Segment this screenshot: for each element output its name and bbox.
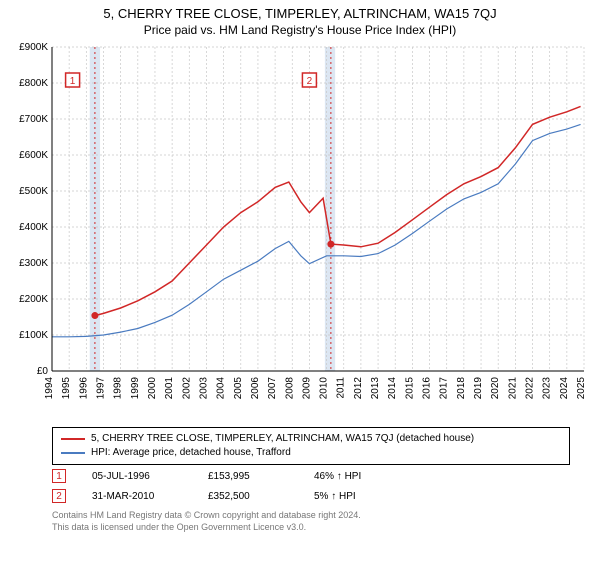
- chart-svg: £0 £100K £200K £300K £400K £500K £600K £700K £80…: [0, 41, 600, 421]
- marker-label: 1: [70, 76, 76, 87]
- legend: 5, CHERRY TREE CLOSE, TIMPERLEY, ALTRINC…: [52, 427, 570, 465]
- series-price_paid: [95, 106, 581, 315]
- sale-date: 31-MAR-2010: [92, 491, 182, 502]
- footer-line1: Contains HM Land Registry data © Crown c…: [52, 509, 570, 521]
- x-tick-label: 2016: [422, 377, 433, 400]
- x-tick-label: 2010: [319, 377, 330, 400]
- chart-subtitle: Price paid vs. HM Land Registry's House …: [0, 23, 600, 37]
- x-tick-label: 2000: [147, 377, 158, 400]
- x-tick-label: 2004: [216, 377, 227, 400]
- x-tick-label: 2022: [525, 377, 536, 400]
- x-tick-label: 2002: [181, 377, 192, 400]
- x-tick-label: 2009: [301, 377, 312, 400]
- x-tick-label: 2008: [284, 377, 295, 400]
- legend-row: 5, CHERRY TREE CLOSE, TIMPERLEY, ALTRINC…: [61, 432, 561, 446]
- sale-price: £153,995: [208, 471, 288, 482]
- sale-hpi: 46% ↑ HPI: [314, 471, 394, 482]
- x-tick-label: 1994: [44, 377, 55, 400]
- x-tick-label: 2019: [473, 377, 484, 400]
- series-hpi: [52, 124, 581, 336]
- y-tick-label: £600K: [19, 150, 48, 161]
- legend-swatch: [61, 438, 85, 440]
- sale-row: 2 31-MAR-2010 £352,500 5% ↑ HPI: [52, 489, 570, 503]
- x-tick-label: 2001: [164, 377, 175, 400]
- x-tick-label: 2021: [507, 377, 518, 400]
- x-tick-label: 2024: [559, 377, 570, 400]
- x-tick-label: 2025: [576, 377, 587, 400]
- legend-label: 5, CHERRY TREE CLOSE, TIMPERLEY, ALTRINC…: [91, 432, 474, 446]
- x-tick-label: 2005: [233, 377, 244, 400]
- y-tick-label: £300K: [19, 258, 48, 269]
- sale-point: [91, 312, 98, 319]
- y-tick-label: £700K: [19, 114, 48, 125]
- x-tick-label: 2006: [250, 377, 261, 400]
- x-tick-label: 1999: [130, 377, 141, 400]
- chart-container: 5, CHERRY TREE CLOSE, TIMPERLEY, ALTRINC…: [0, 6, 600, 566]
- x-tick-label: 2012: [353, 377, 364, 400]
- footer-line2: This data is licensed under the Open Gov…: [52, 521, 570, 533]
- marker-label: 2: [307, 76, 313, 87]
- y-tick-label: £200K: [19, 294, 48, 305]
- y-tick-label: £500K: [19, 186, 48, 197]
- x-tick-label: 2007: [267, 377, 278, 400]
- x-tick-label: 2020: [490, 377, 501, 400]
- y-tick-label: £900K: [19, 42, 48, 53]
- x-tick-label: 2013: [370, 377, 381, 400]
- sale-point: [327, 241, 334, 248]
- x-tick-label: 2018: [456, 377, 467, 400]
- x-tick-label: 1996: [78, 377, 89, 400]
- sale-hpi: 5% ↑ HPI: [314, 491, 394, 502]
- y-tick-label: £400K: [19, 222, 48, 233]
- legend-row: HPI: Average price, detached house, Traf…: [61, 446, 561, 460]
- y-tick-label: £800K: [19, 78, 48, 89]
- chart-area: £0 £100K £200K £300K £400K £500K £600K £700K £80…: [0, 41, 600, 421]
- sale-marker: 1: [52, 469, 66, 483]
- legend-swatch: [61, 452, 85, 454]
- sale-price: £352,500: [208, 491, 288, 502]
- x-tick-label: 1995: [61, 377, 72, 400]
- x-tick-label: 2015: [404, 377, 415, 400]
- chart-title: 5, CHERRY TREE CLOSE, TIMPERLEY, ALTRINC…: [0, 6, 600, 21]
- x-tick-label: 2014: [387, 377, 398, 400]
- x-tick-label: 1997: [95, 377, 106, 400]
- y-tick-label: £0: [37, 366, 49, 377]
- sale-row: 1 05-JUL-1996 £153,995 46% ↑ HPI: [52, 469, 570, 483]
- x-tick-label: 2011: [336, 377, 347, 399]
- sale-date: 05-JUL-1996: [92, 471, 182, 482]
- sales-table: 1 05-JUL-1996 £153,995 46% ↑ HPI 2 31-MAR-201…: [52, 469, 570, 503]
- sale-marker: 2: [52, 489, 66, 503]
- legend-label: HPI: Average price, detached house, Traf…: [91, 446, 291, 460]
- x-tick-label: 2017: [439, 377, 450, 400]
- x-tick-label: 2003: [198, 377, 209, 400]
- x-tick-label: 1998: [113, 377, 124, 400]
- x-tick-label: 2023: [542, 377, 553, 400]
- footer-attribution: Contains HM Land Registry data © Crown c…: [52, 509, 570, 533]
- y-tick-label: £100K: [19, 330, 48, 341]
